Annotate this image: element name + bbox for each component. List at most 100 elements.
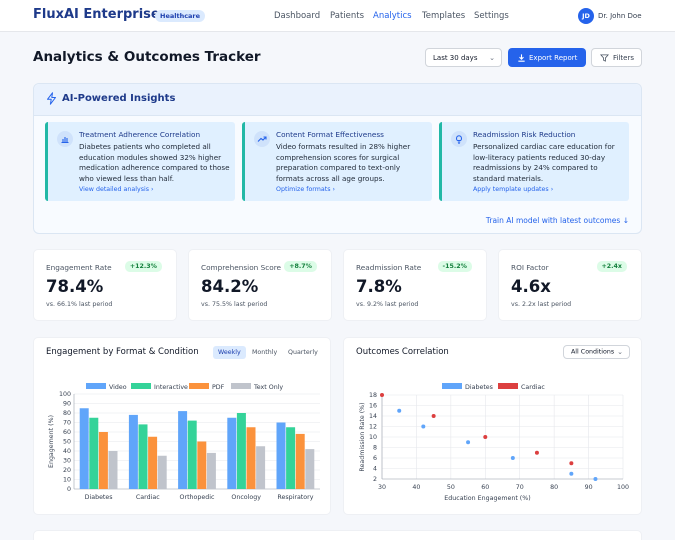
insight-line: Video formats resulted in 28% higher xyxy=(276,142,411,151)
engagement-bar-chart: Video Interactive PDF Text Only 0 10 20 30 40 50 6… xyxy=(48,383,320,501)
kpi-delta-badge: +2.4x xyxy=(596,261,627,272)
scatter-point xyxy=(510,456,515,460)
insight-line: low-literacy patients reduced 30-day xyxy=(473,152,606,162)
train-ai-model-link[interactable]: Train AI model with latest outcomes ↓ xyxy=(486,216,629,225)
view-analysis-link[interactable]: View detailed analysis › xyxy=(79,186,154,193)
legend-label: Text Only xyxy=(253,384,283,391)
insight-line: medication adherence compared to those xyxy=(79,163,230,173)
insight-line: who viewed less than half. xyxy=(79,173,174,183)
bar xyxy=(98,432,108,489)
export-report-button[interactable]: Export Report xyxy=(508,48,586,67)
chevron-down-icon: ⌄ xyxy=(489,53,495,62)
ai-insights-title: AI-Powered Insights xyxy=(62,93,176,104)
tab-quarterly[interactable]: Quarterly xyxy=(288,349,318,356)
kpi-label: ROI Factor xyxy=(511,263,549,272)
outcomes-scatter-chart: Diabetes Cardiac 2 4 6 8 10 12 14 16 18 30 40 50 60 70 8… xyxy=(359,383,629,502)
insight-line: preparation compared to text-only xyxy=(276,163,401,173)
tab-monthly[interactable]: Monthly xyxy=(252,349,278,356)
legend-label: Video xyxy=(109,384,127,391)
page-title: Analytics & Outcomes Tracker xyxy=(33,49,261,65)
insight-title: Content Format Effectiveness xyxy=(276,130,384,139)
bar xyxy=(286,427,296,489)
y-tick-label: 70 xyxy=(63,420,71,427)
brand-name[interactable]: FluxAI Enterprise xyxy=(33,7,160,22)
ai-insights-header: AI-Powered Insights xyxy=(34,84,641,116)
kpi-comparison: vs. 9.2% last period xyxy=(356,301,419,308)
nav-analytics[interactable]: Analytics xyxy=(373,11,412,21)
y-tick-label: 20 xyxy=(63,467,71,474)
insight-card-adherence: Treatment Adherence Correlation Diabetes… xyxy=(45,122,235,201)
y-tick-label: 30 xyxy=(63,458,71,465)
legend-swatch xyxy=(442,383,462,389)
y-tick-label: 10 xyxy=(369,434,377,441)
kpi-comparison: vs. 2.2x last period xyxy=(511,301,572,308)
y-tick-label: 14 xyxy=(369,413,377,420)
bar xyxy=(295,433,305,489)
kpi-readmission-rate: Readmission Rate -15.2% 7.8% vs. 9.2% la… xyxy=(343,249,487,321)
scatter-point xyxy=(421,424,426,429)
bar xyxy=(305,449,315,489)
avatar[interactable]: JD xyxy=(578,8,594,24)
tab-weekly[interactable]: Weekly xyxy=(213,346,246,359)
x-tick-label: 60 xyxy=(481,484,489,491)
y-axis-label: Readmission Rate (%) xyxy=(359,402,366,471)
lightbulb-icon xyxy=(451,131,467,147)
kpi-delta-badge: +8.7% xyxy=(284,261,317,272)
scatter-point xyxy=(483,435,488,439)
scatter-point xyxy=(534,450,539,455)
legend-swatch xyxy=(231,383,251,389)
insight-title: Readmission Risk Reduction xyxy=(473,130,576,139)
y-tick-label: 6 xyxy=(373,455,377,462)
kpi-delta-badge: +12.3% xyxy=(124,261,162,272)
legend-swatch xyxy=(189,383,209,389)
chevron-down-icon: ⌄ xyxy=(617,348,623,356)
chevron-right-icon: › xyxy=(550,186,554,193)
kpi-engagement-rate: Engagement Rate +12.3% 78.4% vs. 66.1% l… xyxy=(33,249,177,321)
apply-template-updates-link[interactable]: Apply template updates › xyxy=(473,186,553,193)
legend-label: PDF xyxy=(212,384,225,391)
x-tick-label: 90 xyxy=(585,484,593,491)
nav-templates[interactable]: Templates xyxy=(422,11,466,21)
y-tick-label: 40 xyxy=(63,448,71,455)
bar xyxy=(178,411,188,489)
filters-button[interactable]: Filters xyxy=(591,48,642,67)
x-tick-label: 30 xyxy=(378,484,386,491)
insight-line: formats across all age groups. xyxy=(276,173,385,183)
x-tick-label: Cardiac xyxy=(136,494,160,501)
legend-swatch xyxy=(86,383,106,389)
condition-select[interactable]: All Conditions ⌄ xyxy=(563,345,630,359)
chevron-right-icon: › xyxy=(151,186,154,193)
kpi-value: 84.2% xyxy=(201,277,259,296)
nav-patients[interactable]: Patients xyxy=(330,11,365,21)
insight-body: Personalized cardiac care education for … xyxy=(473,142,629,184)
brand-badge: Healthcare xyxy=(155,10,206,22)
trending-up-icon xyxy=(254,131,270,147)
scatter-point xyxy=(593,477,598,481)
bar xyxy=(148,436,158,489)
bar xyxy=(157,455,167,489)
optimize-formats-link[interactable]: Optimize formats › xyxy=(276,186,335,193)
y-tick-label: 80 xyxy=(63,410,71,417)
kpi-value: 7.8% xyxy=(356,277,402,296)
kpi-comparison: vs. 75.5% last period xyxy=(201,301,268,308)
kpi-label: Engagement Rate xyxy=(46,263,112,272)
ai-insights-panel: AI-Powered Insights Treatment Adherence … xyxy=(33,83,642,234)
lightning-icon xyxy=(47,92,56,105)
link-label: View detailed analysis xyxy=(79,186,150,193)
insight-body: Diabetes patients who completed all educ… xyxy=(79,142,235,184)
date-range-select[interactable]: Last 30 days ⌄ xyxy=(425,48,502,67)
y-tick-label: 60 xyxy=(63,429,71,436)
nav-settings[interactable]: Settings xyxy=(474,11,509,21)
insight-line: comprehension scores for surgical xyxy=(276,152,400,162)
nav-dashboard[interactable]: Dashboard xyxy=(274,11,321,21)
scatter-point xyxy=(380,393,384,397)
insight-body: Video formats resulted in 28% higher com… xyxy=(276,142,432,184)
insight-card-format: Content Format Effectiveness Video forma… xyxy=(242,122,432,201)
y-tick-label: 100 xyxy=(59,391,71,398)
date-range-value: Last 30 days xyxy=(433,53,478,62)
insight-line: readmissions by 24% compared to xyxy=(473,163,598,173)
user-name[interactable]: Dr. John Doe xyxy=(598,12,642,20)
outcomes-chart-title: Outcomes Correlation xyxy=(356,347,449,357)
bar xyxy=(276,422,286,489)
bar xyxy=(206,452,216,489)
